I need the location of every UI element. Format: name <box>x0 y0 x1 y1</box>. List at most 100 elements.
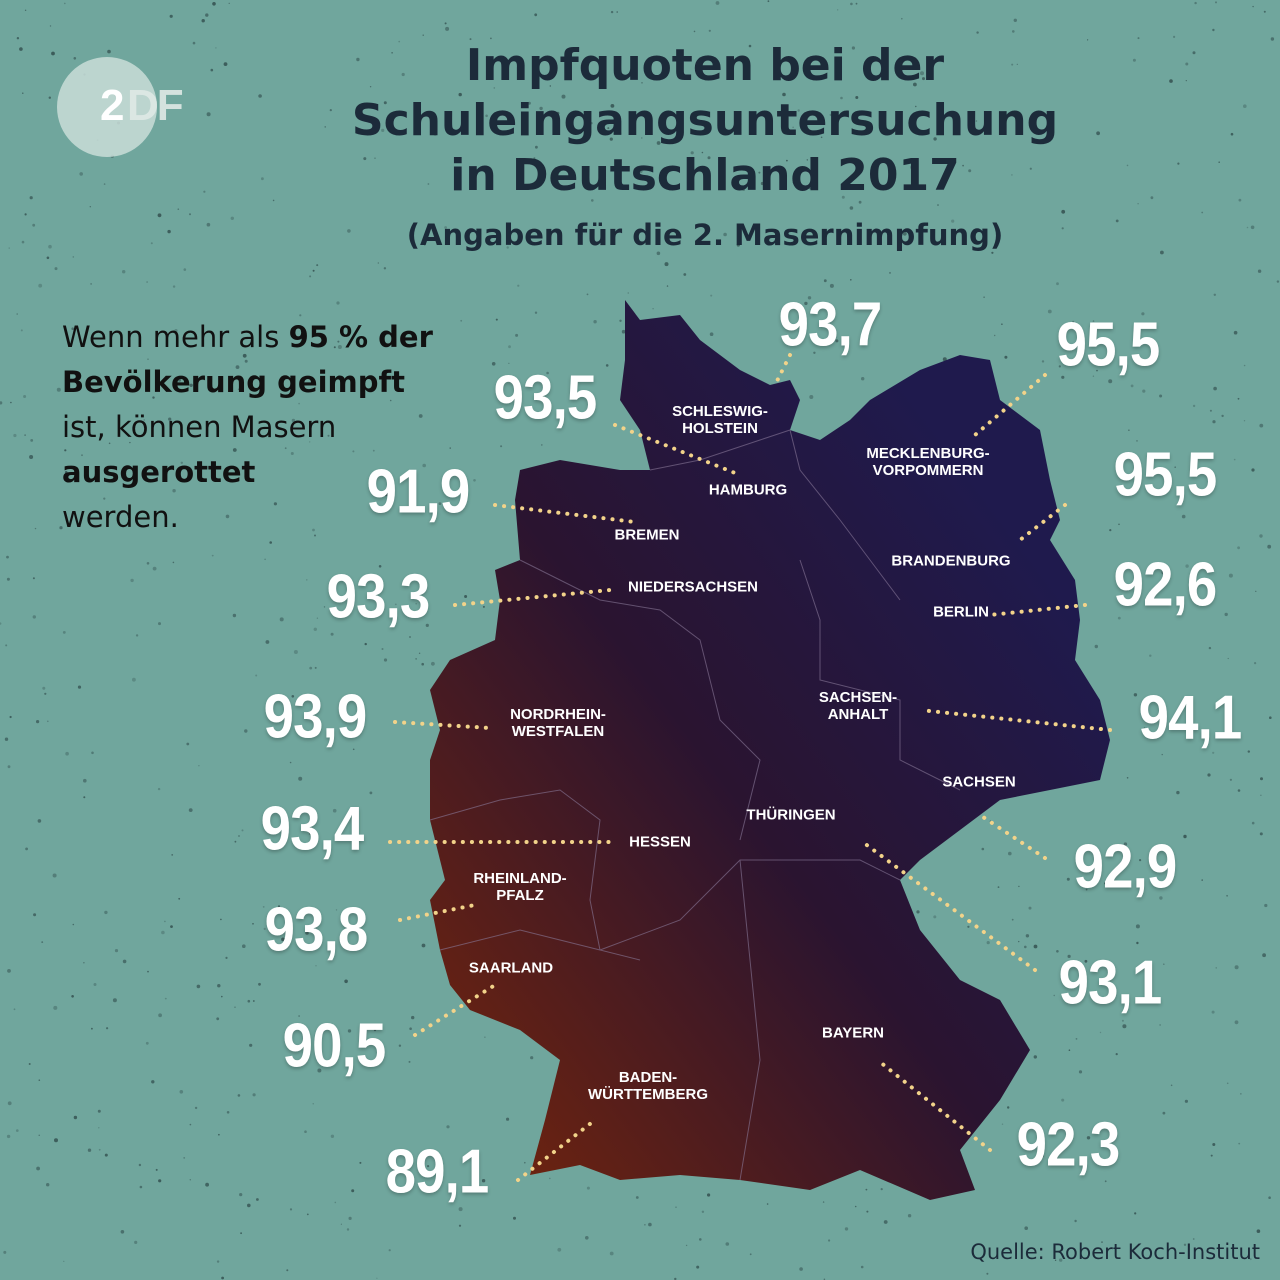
star-dot <box>38 283 43 288</box>
star-dot <box>1238 198 1242 202</box>
star-dot <box>1142 389 1146 393</box>
star-dot <box>782 92 786 97</box>
vaccination-rate-value: 91,9 <box>366 457 471 527</box>
intro-part: werden. <box>62 500 179 534</box>
star-dot <box>481 1179 486 1183</box>
star-dot <box>152 396 155 399</box>
star-dot <box>5 644 8 647</box>
star-dot <box>352 450 355 453</box>
star-dot <box>482 605 485 608</box>
star-dot <box>534 311 538 314</box>
star-dot <box>186 742 190 746</box>
star-dot <box>1059 1258 1063 1262</box>
star-dot <box>994 334 996 337</box>
star-dot <box>619 319 622 322</box>
star-dot <box>1230 132 1234 136</box>
star-dot <box>98 1127 100 1129</box>
star-dot <box>290 452 294 455</box>
star-dot <box>1159 896 1163 900</box>
star-dot <box>425 623 429 628</box>
star-dot <box>915 105 917 108</box>
star-dot <box>685 1244 688 1247</box>
star-dot <box>7 969 11 973</box>
star-dot <box>822 1201 825 1203</box>
star-dot <box>122 270 126 274</box>
star-dot <box>1109 529 1112 532</box>
state-label: SACHSEN- ANHALT <box>818 689 898 723</box>
star-dot <box>1233 458 1236 461</box>
star-dot <box>304 1130 307 1133</box>
star-dot <box>211 554 214 557</box>
star-dot <box>1126 589 1128 592</box>
star-dot <box>1246 226 1249 229</box>
intro-bold: 95 % der <box>288 320 433 354</box>
star-dot <box>1011 174 1013 176</box>
star-dot <box>1087 39 1089 41</box>
star-dot <box>356 57 360 62</box>
star-dot <box>1276 280 1280 283</box>
star-dot <box>1075 1038 1078 1040</box>
star-dot <box>850 2 853 6</box>
leader-line <box>858 838 1037 972</box>
star-dot <box>330 1134 335 1139</box>
star-dot <box>206 112 211 117</box>
star-dot <box>337 340 340 343</box>
star-dot <box>411 1015 415 1020</box>
star-dot <box>607 127 610 130</box>
star-dot <box>590 122 593 125</box>
star-dot <box>1249 1258 1252 1261</box>
star-dot <box>286 1269 289 1272</box>
star-dot <box>641 82 643 84</box>
star-dot <box>134 1240 138 1244</box>
star-dot <box>305 931 309 935</box>
star-dot <box>889 271 891 274</box>
star-dot <box>1192 51 1196 55</box>
star-dot <box>1209 409 1212 412</box>
star-dot <box>736 243 740 247</box>
star-dot <box>880 1188 883 1191</box>
star-dot <box>460 319 463 322</box>
star-dot <box>983 296 985 299</box>
star-dot <box>1025 934 1030 938</box>
star-dot <box>378 565 382 568</box>
star-dot <box>252 923 254 925</box>
star-dot <box>690 151 694 155</box>
leader-line <box>398 903 477 922</box>
state-label: BERLIN <box>933 603 989 621</box>
star-dot <box>644 1224 646 1226</box>
star-dot <box>97 1109 101 1113</box>
star-dot <box>484 1036 486 1038</box>
star-dot <box>1011 918 1014 921</box>
star-dot <box>0 401 3 405</box>
star-dot <box>1211 1010 1215 1014</box>
star-dot <box>1252 5 1254 8</box>
star-dot <box>83 962 85 964</box>
star-dot <box>240 1232 243 1235</box>
star-dot <box>1161 753 1163 756</box>
star-dot <box>44 692 47 695</box>
star-dot <box>106 1027 109 1030</box>
star-dot <box>7 765 11 769</box>
star-dot <box>648 1222 652 1227</box>
star-dot <box>609 1251 614 1256</box>
star-dot <box>616 11 618 13</box>
star-dot <box>1234 1020 1239 1025</box>
star-dot <box>1240 1093 1242 1095</box>
star-dot <box>1137 203 1139 205</box>
star-dot <box>1173 35 1176 39</box>
star-dot <box>1176 790 1180 795</box>
star-dot <box>145 1041 149 1045</box>
star-dot <box>976 31 979 34</box>
star-dot <box>351 1189 355 1193</box>
star-dot <box>183 1157 186 1159</box>
star-dot <box>506 1117 510 1121</box>
star-dot <box>986 1272 989 1275</box>
star-dot <box>168 417 172 421</box>
star-dot <box>122 959 127 964</box>
star-dot <box>723 232 727 237</box>
star-dot <box>237 1094 241 1097</box>
star-dot <box>515 333 519 337</box>
star-dot <box>444 226 447 229</box>
star-dot <box>91 751 94 755</box>
